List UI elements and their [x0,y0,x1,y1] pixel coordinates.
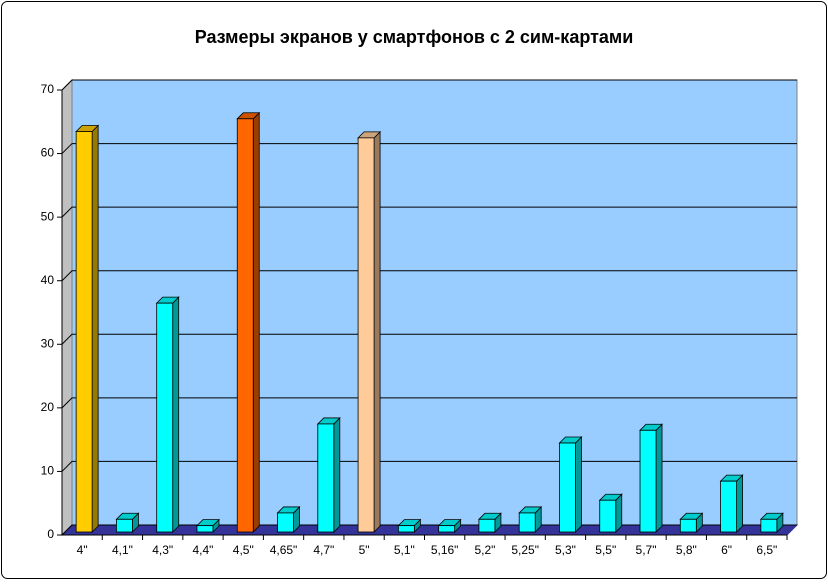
bar [518,512,536,533]
bar-side [373,130,381,533]
x-tick-label: 6,5" [756,543,777,557]
x-tick-label: 4,1" [112,543,133,557]
bar-side [252,111,260,533]
chart-title: Размеры экранов у смартфонов с 2 сим-кар… [195,27,634,47]
bar [196,525,214,533]
x-tick-label: 5,8" [676,543,697,557]
back-wall [71,79,798,526]
bar [639,429,657,533]
grid-line [61,460,797,472]
x-tick-label: 5,3" [555,543,576,557]
y-tick-label: 30 [41,336,55,350]
bar-side [333,416,341,533]
x-tick-label: 5,5" [595,543,616,557]
x-tick-label: 5,7" [636,543,657,557]
bar [116,518,133,533]
x-tick-label: 4,7" [313,543,334,557]
grid-line [61,270,797,282]
y-tick-label: 70 [41,82,55,96]
grid-line [61,143,797,154]
bar [156,302,174,533]
bar [559,442,576,533]
y-tick-label: 20 [41,400,55,414]
grid-line [61,524,797,536]
grid-line [61,333,797,345]
bar-side [655,423,663,533]
grid-line [61,397,797,409]
bar [75,131,93,533]
bar [760,518,778,533]
x-tick-label: 4,65" [270,543,298,557]
x-tick-label: 5,25" [511,543,539,557]
bar [357,137,375,533]
y-tick-label: 40 [41,273,55,287]
bar [720,480,737,533]
x-tick-label: 5,2" [474,543,495,557]
y-tick-label: 0 [47,527,54,541]
bar [277,512,294,533]
y-tick-label: 50 [41,209,55,223]
bar [599,499,617,533]
bar-side [91,124,99,533]
x-tick-label: 5,16" [431,543,459,557]
bar [478,518,496,533]
bar-side [575,436,582,533]
bar-side [615,493,623,533]
bar-side [736,474,743,533]
bar-side [172,296,180,533]
grid-line [61,206,797,218]
bar [397,525,415,533]
y-tick-label: 60 [41,146,55,160]
x-tick-label: 5,1" [394,543,415,557]
y-tick-label: 10 [41,464,55,478]
x-tick-label: 4,4" [192,543,213,557]
x-tick-label: 4" [77,543,88,557]
bar [236,118,254,533]
grid-line [61,79,797,91]
bar [317,423,335,533]
x-tick-label: 6" [721,543,732,557]
x-tick-label: 5" [359,543,370,557]
x-tick-label: 4,5" [233,543,254,557]
bar [679,518,697,533]
bar [438,525,456,533]
x-tick-label: 4,3" [152,543,173,557]
